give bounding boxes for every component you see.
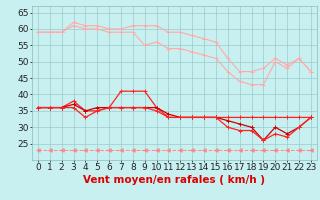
X-axis label: Vent moyen/en rafales ( km/h ): Vent moyen/en rafales ( km/h ): [84, 175, 265, 185]
